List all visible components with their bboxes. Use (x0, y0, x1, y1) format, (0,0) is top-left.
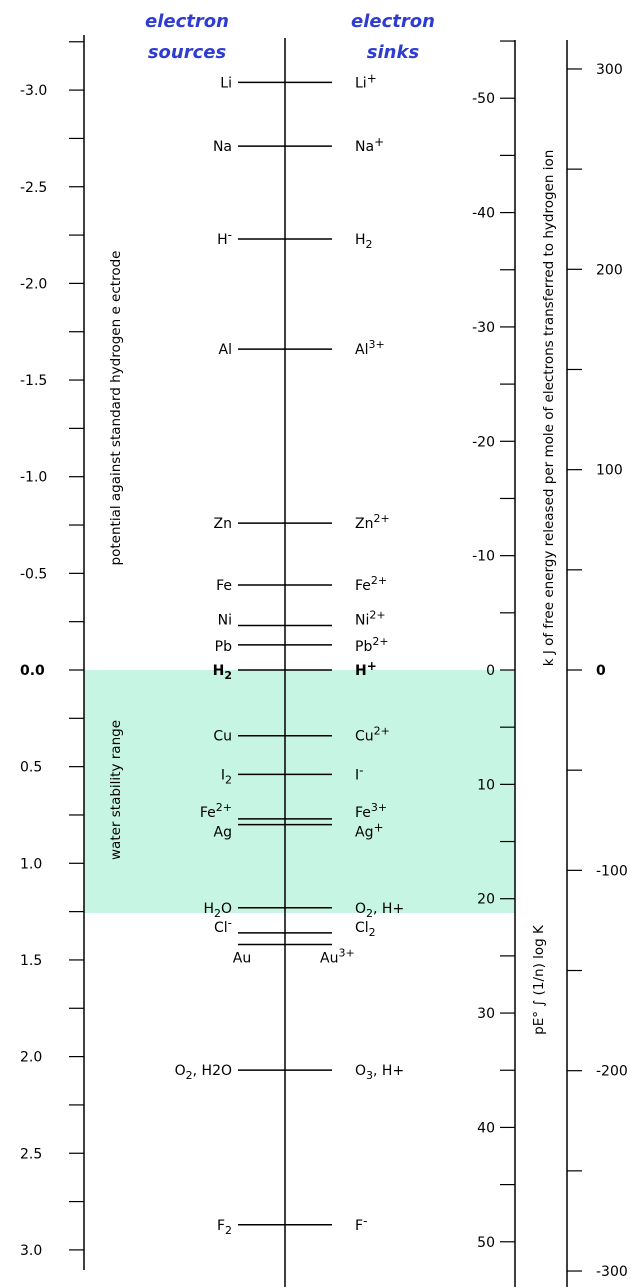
pe-tick-label: -50 (472, 91, 495, 107)
energy-tick-label: -100 (596, 863, 628, 879)
potential-tick-label: -2.5 (20, 180, 47, 196)
source-label-cl: Cl- (214, 916, 232, 936)
sink-label-na: Na+ (355, 135, 384, 155)
sink-label-cu: Cu2+ (355, 725, 390, 745)
sink-label-au: Au3+ (320, 946, 355, 966)
pe-tick-label: 50 (477, 1235, 495, 1251)
potential-axis-title: potential against standard hydrogen e ec… (108, 251, 124, 566)
potential-axis-ticks (69, 41, 84, 1251)
sink-label-ni: Ni2+ (355, 609, 386, 629)
sink-label-o3: O3, H+ (355, 1063, 404, 1082)
energy-tick-label: -200 (596, 1064, 628, 1080)
energy-axis-tick-labels: 300 200 100 0 -100 -200 -300 (596, 62, 628, 1280)
sink-label-al: Al3+ (355, 338, 385, 358)
header-line: electron (351, 11, 435, 32)
potential-tick-label: -1.0 (20, 470, 47, 486)
header-line: electron (145, 11, 229, 32)
source-label-o3: O2, H2O (175, 1063, 232, 1082)
potential-tick-label: -3.0 (20, 83, 47, 99)
source-label-al: Al (219, 342, 232, 358)
sink-label-fe: Fe2+ (355, 574, 387, 594)
pe-tick-label: 10 (477, 777, 495, 793)
pe-tick-label: 30 (477, 1006, 495, 1022)
electron-sinks-header: electron sinks (351, 11, 435, 63)
source-label-ag: Ag (214, 825, 232, 841)
source-label-fe: Fe (216, 578, 232, 594)
energy-axis-ticks (567, 68, 582, 1272)
energy-tick-label: 200 (596, 262, 623, 278)
potential-tick-label: -1.5 (20, 373, 47, 389)
pe-tick-label: -10 (472, 549, 495, 565)
energy-tick-label: 300 (596, 62, 623, 78)
source-label-fe3: Fe2+ (200, 801, 232, 821)
sink-label-fe3: Fe3+ (355, 801, 387, 821)
pe-tick-label: -20 (472, 434, 495, 450)
couple-lines (238, 81, 332, 1226)
pe-axis-ticks (500, 40, 515, 1243)
pe-axis-tick-labels: -50 -40 -30 -20 -10 0 10 20 30 40 50 (472, 91, 495, 1251)
potential-tick-label: 1.5 (20, 953, 42, 969)
source-label-i: I2 (221, 767, 232, 786)
potential-tick-label: -0.5 (20, 566, 47, 582)
potential-tick-label: 3.0 (20, 1243, 42, 1259)
source-label-cu: Cu (213, 729, 232, 745)
water-stability-label: water stability range (108, 720, 124, 860)
pe-tick-label: -30 (472, 320, 495, 336)
potential-axis-tick-labels: -3.0 -2.5 -2.0 -1.5 -1.0 -0.5 0.0 0.5 1.0 1.5 2.0 2… (20, 83, 47, 1259)
source-label-au: Au (233, 950, 251, 966)
energy-tick-label: 100 (596, 463, 623, 479)
potential-tick-label: 2.5 (20, 1146, 42, 1162)
sink-label-cl: Cl2 (355, 920, 376, 939)
energy-tick-label: 0 (596, 663, 606, 679)
potential-tick-label: 2.0 (20, 1050, 42, 1066)
potential-tick-label: 1.0 (20, 856, 42, 872)
sink-label-f: F- (355, 1214, 367, 1234)
source-label-ni: Ni (218, 613, 232, 629)
source-label-na: Na (213, 139, 232, 155)
potential-tick-label: 0.5 (20, 760, 42, 776)
sink-label-i: I- (355, 763, 363, 783)
electron-sources-header: electron sources (145, 11, 229, 63)
sink-label-h: H2 (355, 232, 373, 251)
sink-label-ag: Ag+ (355, 821, 384, 841)
sink-label-zn: Zn2+ (355, 512, 390, 532)
source-label-zn: Zn (214, 516, 232, 532)
potential-tick-label: 0.0 (20, 663, 45, 679)
source-label-h2: H2 (213, 663, 232, 682)
pe-axis-title: pE° ∫ (1/n) log K (531, 924, 547, 1035)
pe-tick-label: 20 (477, 892, 495, 908)
sink-label-li: Li+ (355, 71, 377, 91)
energy-tick-label: -300 (596, 1264, 628, 1280)
pe-tick-label: 0 (486, 663, 495, 679)
source-label-pb: Pb (215, 639, 232, 655)
pe-tick-label: 40 (477, 1120, 495, 1136)
sink-label-o2: O2, H+ (355, 901, 404, 920)
energy-axis-title: k J of free energy released per mole of … (541, 150, 557, 667)
header-line: sources (148, 42, 227, 63)
pe-tick-label: -40 (472, 206, 495, 222)
electron-sink-labels: Li+ Na+ H2 Al3+ Zn2+ Fe2+ Ni2+ Pb2+ H+ Cu2+ I- Fe3+… (320, 71, 404, 1233)
source-label-h: H- (217, 228, 232, 248)
sink-label-h2: H+ (355, 659, 377, 679)
source-label-f: F2 (217, 1218, 232, 1237)
header-line: sinks (367, 42, 420, 63)
sink-label-pb: Pb2+ (355, 635, 389, 655)
source-label-li: Li (220, 75, 232, 91)
potential-tick-label: -2.0 (20, 276, 47, 292)
source-label-o2: H2O (203, 901, 232, 920)
water-stability-band (84, 670, 515, 913)
